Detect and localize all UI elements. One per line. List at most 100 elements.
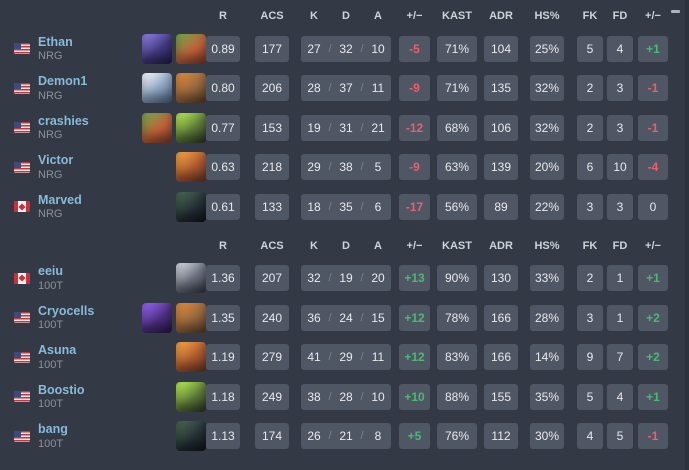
fd-cell: 3	[607, 114, 633, 141]
fkfd-diff-cell: -1	[638, 423, 668, 450]
kda-cell: 28 / 37 / 11	[301, 75, 391, 102]
adr-cell: 104	[484, 35, 518, 62]
hs-cell: 20%	[530, 154, 564, 181]
col-header-fkfd-diff: +/−	[645, 239, 661, 252]
deaths-value: 19	[339, 271, 353, 286]
agent-icons	[134, 421, 206, 452]
kda-cell: 29 / 38 / 5	[301, 154, 391, 181]
kast-cell: 76%	[437, 423, 477, 450]
col-header-adr: ADR	[489, 239, 513, 252]
hs-cell: 35%	[530, 383, 564, 410]
kda-separator: /	[328, 161, 332, 174]
country-flag-icon	[14, 312, 30, 324]
kda-separator: /	[360, 311, 364, 324]
hs-cell: 33%	[530, 265, 564, 292]
player-name-link[interactable]: Victor	[38, 153, 74, 167]
vertical-scrollbar[interactable]	[685, 0, 689, 470]
player-row[interactable]: crashies NRG 0.77 153 19/31/21 -12 68% 1…	[0, 108, 689, 148]
fk-cell: 2	[577, 75, 603, 102]
kda-separator: /	[328, 351, 332, 364]
player-name-link[interactable]: Asuna	[38, 343, 77, 357]
team-table-nrg: R ACS K D A +/− KAST ADR HS% FK FD +/− Eth…	[0, 0, 689, 227]
col-header-hs: HS%	[534, 239, 560, 252]
adr-cell: 106	[484, 114, 518, 141]
player-row[interactable]: Demon1 NRG 0.80 206 28/37/11 -9 71% 135 …	[0, 69, 689, 109]
fkfd-diff-cell: +1	[638, 35, 668, 62]
country-flag-icon	[14, 82, 30, 94]
fk-cell: 3	[577, 193, 603, 220]
fkfd-diff-cell: +1	[638, 383, 668, 410]
col-header-rating: R	[219, 239, 227, 252]
player-row[interactable]: Asuna 100T 1.19 279 41 / 29 / 11 +12 83% 166…	[0, 338, 689, 378]
rating-cell: 1.36	[206, 265, 240, 292]
acs-cell: 249	[255, 383, 289, 410]
col-header-fd: FD	[612, 239, 628, 252]
kast-cell: 88%	[437, 383, 477, 410]
agent-icons	[134, 191, 206, 222]
kda-separator: /	[328, 42, 332, 55]
hs-cell: 25%	[530, 35, 564, 62]
player-row[interactable]: Cryocells 100T 1.35 240 36 / 24 / 15 +12 78%…	[0, 298, 689, 338]
kast-cell: 78%	[437, 304, 477, 331]
fk-cell: 5	[577, 383, 603, 410]
kda-cell: 32 / 19 / 20	[301, 265, 391, 292]
fk-cell: 5	[577, 35, 603, 62]
kda-cell: 19 / 31 / 21	[301, 114, 391, 141]
deaths-value: 24	[339, 310, 353, 325]
player-row[interactable]: Victor NRG 0.63 218 29 / 38 / 5 -9 63% 139 2…	[0, 148, 689, 188]
agent-icons	[134, 302, 206, 333]
player-name-link[interactable]: Demon1	[38, 74, 88, 88]
player-row[interactable]: Marved NRG 0.61 133 18 / 35 / 6 -17 56% 89 2…	[0, 187, 689, 227]
col-header-d: D	[342, 239, 350, 252]
player-row[interactable]: Ethan NRG 0.89 177 27 / 32 / 10 -5 71% 104 2…	[0, 29, 689, 69]
fd-cell: 5	[607, 423, 633, 450]
deaths-value: 31	[339, 120, 353, 135]
fd-cell: 1	[607, 265, 633, 292]
kd-diff-cell: -5	[399, 35, 430, 62]
kda-cell: 27 / 32 / 10	[301, 35, 391, 62]
fd-cell: 1	[607, 304, 633, 331]
player-team-label: NRG	[38, 208, 63, 220]
kda-separator: /	[328, 430, 332, 443]
kd-diff-cell: -12	[399, 114, 430, 141]
player-name-link[interactable]: Cryocells	[38, 303, 95, 318]
country-flag-icon	[14, 351, 30, 363]
adr-cell: 139	[484, 154, 518, 181]
kda-separator: /	[360, 82, 364, 95]
rating-cell: 0.80	[206, 75, 240, 102]
player-row[interactable]: eeiu 100T 1.36 207 32/19/20 +13 90% 130 …	[0, 259, 689, 299]
kd-diff-cell: +12	[399, 304, 430, 331]
kills-value: 18	[307, 199, 321, 214]
player-name-link[interactable]: crashies	[38, 113, 89, 128]
acs-cell: 218	[255, 154, 289, 181]
rating-cell: 0.89	[206, 35, 240, 62]
player-name-link[interactable]: bang	[38, 422, 68, 436]
kast-cell: 90%	[437, 265, 477, 292]
hs-cell: 32%	[530, 75, 564, 102]
player-name-link[interactable]: Boostio	[38, 382, 85, 397]
player-row[interactable]: bang 100T 1.13 174 26 / 21 / 8 +5 76% 112 30…	[0, 417, 689, 457]
col-header-k: K	[310, 10, 318, 22]
assists-value: 20	[371, 271, 385, 286]
agent-icon	[176, 152, 206, 183]
player-row[interactable]: Boostio 100T 1.18 249 38 / 28 / 10 +10 88% 1…	[0, 377, 689, 417]
acs-cell: 207	[255, 265, 289, 292]
player-name-link[interactable]: Marved	[38, 192, 82, 207]
acs-cell: 240	[255, 304, 289, 331]
assists-value: 6	[374, 199, 382, 214]
assists-value: 11	[371, 350, 385, 365]
kda-separator: /	[328, 200, 332, 213]
player-info: Victor NRG	[14, 154, 134, 181]
player-name-link[interactable]: Ethan	[38, 34, 73, 49]
player-name-link[interactable]: eeiu	[38, 264, 64, 278]
col-header-kast: KAST	[442, 239, 472, 252]
player-team-label: 100T	[38, 437, 64, 450]
hs-cell: 28%	[530, 304, 564, 331]
deaths-value: 21	[339, 429, 353, 444]
fkfd-diff-cell: -1	[638, 75, 668, 102]
rating-cell: 1.35	[206, 304, 240, 331]
player-team-label: NRG	[38, 89, 63, 102]
assists-value: 11	[371, 81, 385, 96]
fkfd-diff-cell: +1	[638, 265, 668, 292]
